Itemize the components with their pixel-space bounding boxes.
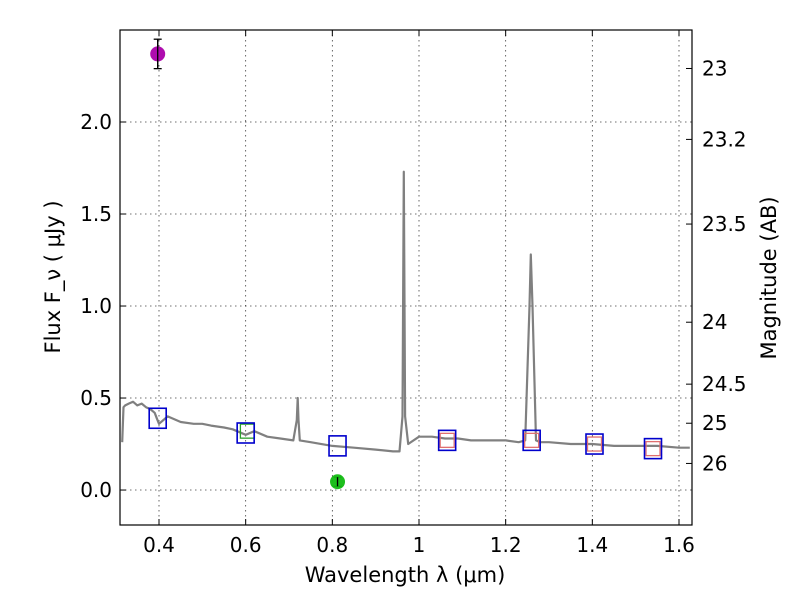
y-axis-label: Flux F_ν ( μJy ) xyxy=(41,200,66,353)
model-point-marker xyxy=(148,407,167,430)
x-tick-label: 0.8 xyxy=(316,533,348,557)
plot-frame xyxy=(119,29,693,526)
model-point-marker xyxy=(522,429,541,452)
y-tick-label: 2.0 xyxy=(80,110,112,134)
y-tick-label: 1.0 xyxy=(80,294,112,318)
grid-layer xyxy=(120,30,692,525)
observed-point-marker xyxy=(524,432,540,449)
observed-point-marker xyxy=(645,440,661,457)
x-tick-label: 0.4 xyxy=(143,533,175,557)
mag-tick-label: 24 xyxy=(702,310,727,334)
model-point-marker xyxy=(437,429,457,452)
x-tick-label: 1 xyxy=(413,533,426,557)
mag-tick-label: 23 xyxy=(702,56,727,80)
y-tick-label: 1.5 xyxy=(80,202,112,226)
ticks-layer: 0.4 0.6 0.8 1 1.2 1.4 1.6 0.0 0.5 1.0 1.5 2.0 23 23.2… xyxy=(80,30,747,557)
x-axis-label: Wavelength λ (μm) xyxy=(305,563,506,587)
mag-tick-label: 23.2 xyxy=(702,127,747,151)
y-tick-label: 0.0 xyxy=(80,478,112,502)
model-point-marker xyxy=(236,422,255,444)
x-tick-label: 1.2 xyxy=(490,533,522,557)
mag-tick-label: 24.5 xyxy=(702,372,747,396)
mag-tick-label: 25 xyxy=(702,411,727,435)
x-tick-label: 1.6 xyxy=(663,533,695,557)
model-point-marker xyxy=(585,433,604,455)
mag-tick-label: 23.5 xyxy=(702,212,747,236)
observed-point-marker xyxy=(586,436,603,452)
sed-series-line xyxy=(121,170,690,453)
x-tick-label: 1.4 xyxy=(576,533,608,557)
points-layer xyxy=(148,38,663,490)
series-layer xyxy=(121,170,690,453)
observed-point-marker xyxy=(439,432,455,449)
mag-tick-label: 26 xyxy=(702,451,727,475)
y-tick-label: 0.5 xyxy=(80,386,112,410)
x-tick-label: 0.6 xyxy=(230,533,262,557)
model-point-marker xyxy=(328,435,347,457)
y-axis-right-label: Magnitude (AB) xyxy=(757,196,781,359)
model-point-marker xyxy=(643,437,663,460)
